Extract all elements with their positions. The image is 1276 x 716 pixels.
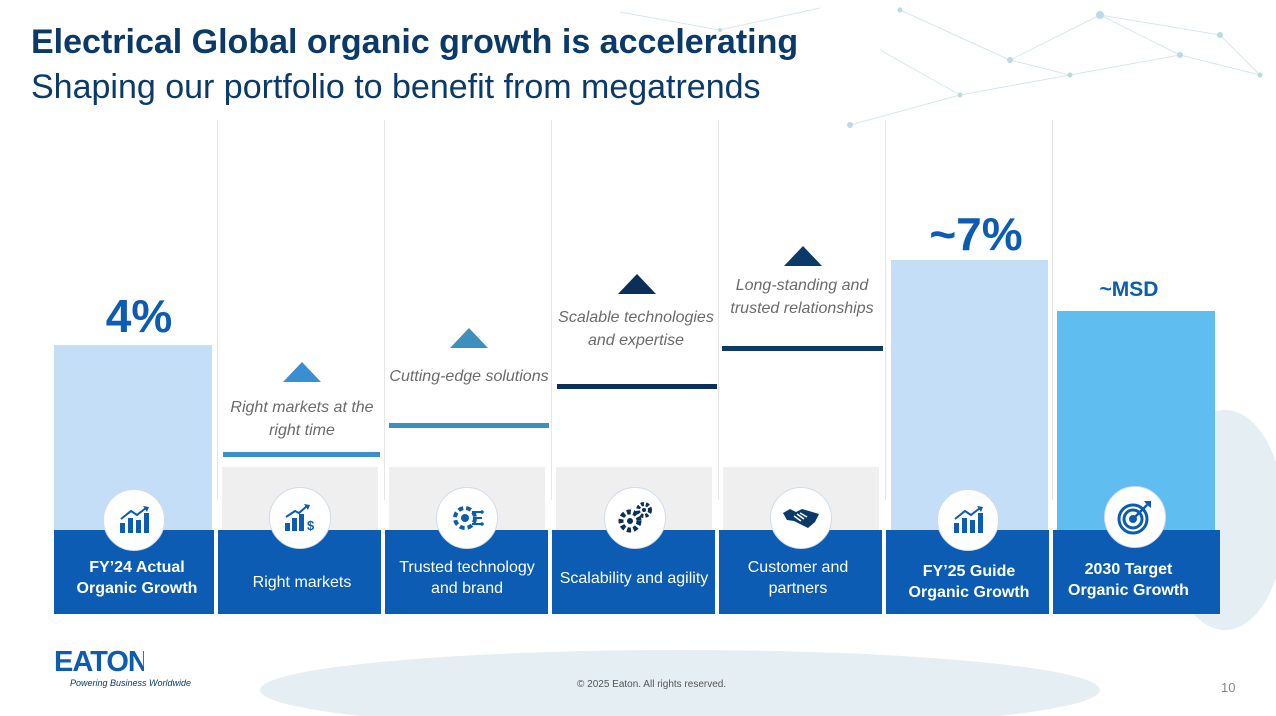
- gears-icon: [604, 487, 666, 549]
- column-separator: [1052, 120, 1053, 532]
- step-line: [389, 423, 549, 428]
- column-separator: [384, 120, 385, 532]
- value-2030: ~MSD: [1099, 278, 1159, 301]
- band-divider: [214, 500, 218, 614]
- step-line: [722, 346, 883, 351]
- band-divider: [1049, 500, 1053, 614]
- value-fy24: 4%: [105, 290, 173, 342]
- band-divider: [882, 500, 886, 614]
- circuit-gear-icon: [436, 487, 498, 549]
- step-text: Scalable technologies and expertise: [558, 309, 714, 349]
- step-up-arrow-icon: [283, 362, 321, 382]
- label-trusted-technology: Trusted technology and brand: [399, 559, 535, 597]
- step-up-arrow-icon: [618, 274, 656, 294]
- band-divider: [548, 500, 552, 614]
- page-number: 10: [1221, 680, 1236, 695]
- bar-chart-arrow-icon: [103, 489, 165, 551]
- label-right-markets: Right markets: [252, 573, 352, 591]
- column-separator: [718, 120, 719, 532]
- svg-text:EATON: EATON: [54, 646, 144, 674]
- handshake-icon: [770, 487, 832, 549]
- label-customer-partners: Customer and partners: [747, 559, 849, 597]
- column-separator: [885, 120, 886, 532]
- target-icon: [1104, 486, 1166, 548]
- label-fy24-actual: FY’24 Actual Organic Growth: [76, 559, 198, 597]
- step-line: [557, 384, 717, 389]
- step-up-arrow-icon: [784, 246, 822, 266]
- label-fy25-guide: FY’25 Guide Organic Growth: [908, 563, 1030, 601]
- step-text: Long-standing and trusted relationships: [730, 277, 874, 317]
- column-separator: [551, 120, 552, 532]
- column-separator: [217, 120, 218, 532]
- band-divider: [381, 500, 385, 614]
- chart-dollar-icon: $: [269, 487, 331, 549]
- logo-tagline: Powering Business Worldwide: [70, 678, 192, 688]
- copyright: © 2025 Eaton. All rights reserved.: [577, 679, 727, 690]
- slide-title: Electrical Global organic growth is acce…: [31, 23, 799, 61]
- step-text: Right markets at the right time: [230, 399, 374, 439]
- band-divider: [715, 500, 719, 614]
- label-scalability: Scalability and agility: [559, 569, 709, 587]
- step-up-arrow-icon: [450, 328, 488, 348]
- label-2030-target: 2030 Target Organic Growth: [1068, 561, 1189, 599]
- bar-chart-arrow-icon: [937, 489, 999, 551]
- eaton-logo: EATON: [54, 646, 144, 674]
- slide-subtitle: Shaping our portfolio to benefit from me…: [31, 68, 761, 106]
- step-line: [223, 452, 380, 457]
- value-fy25: ~7%: [929, 208, 1023, 260]
- step-text: Cutting-edge solutions: [389, 368, 549, 385]
- svg-text:$: $: [307, 518, 315, 533]
